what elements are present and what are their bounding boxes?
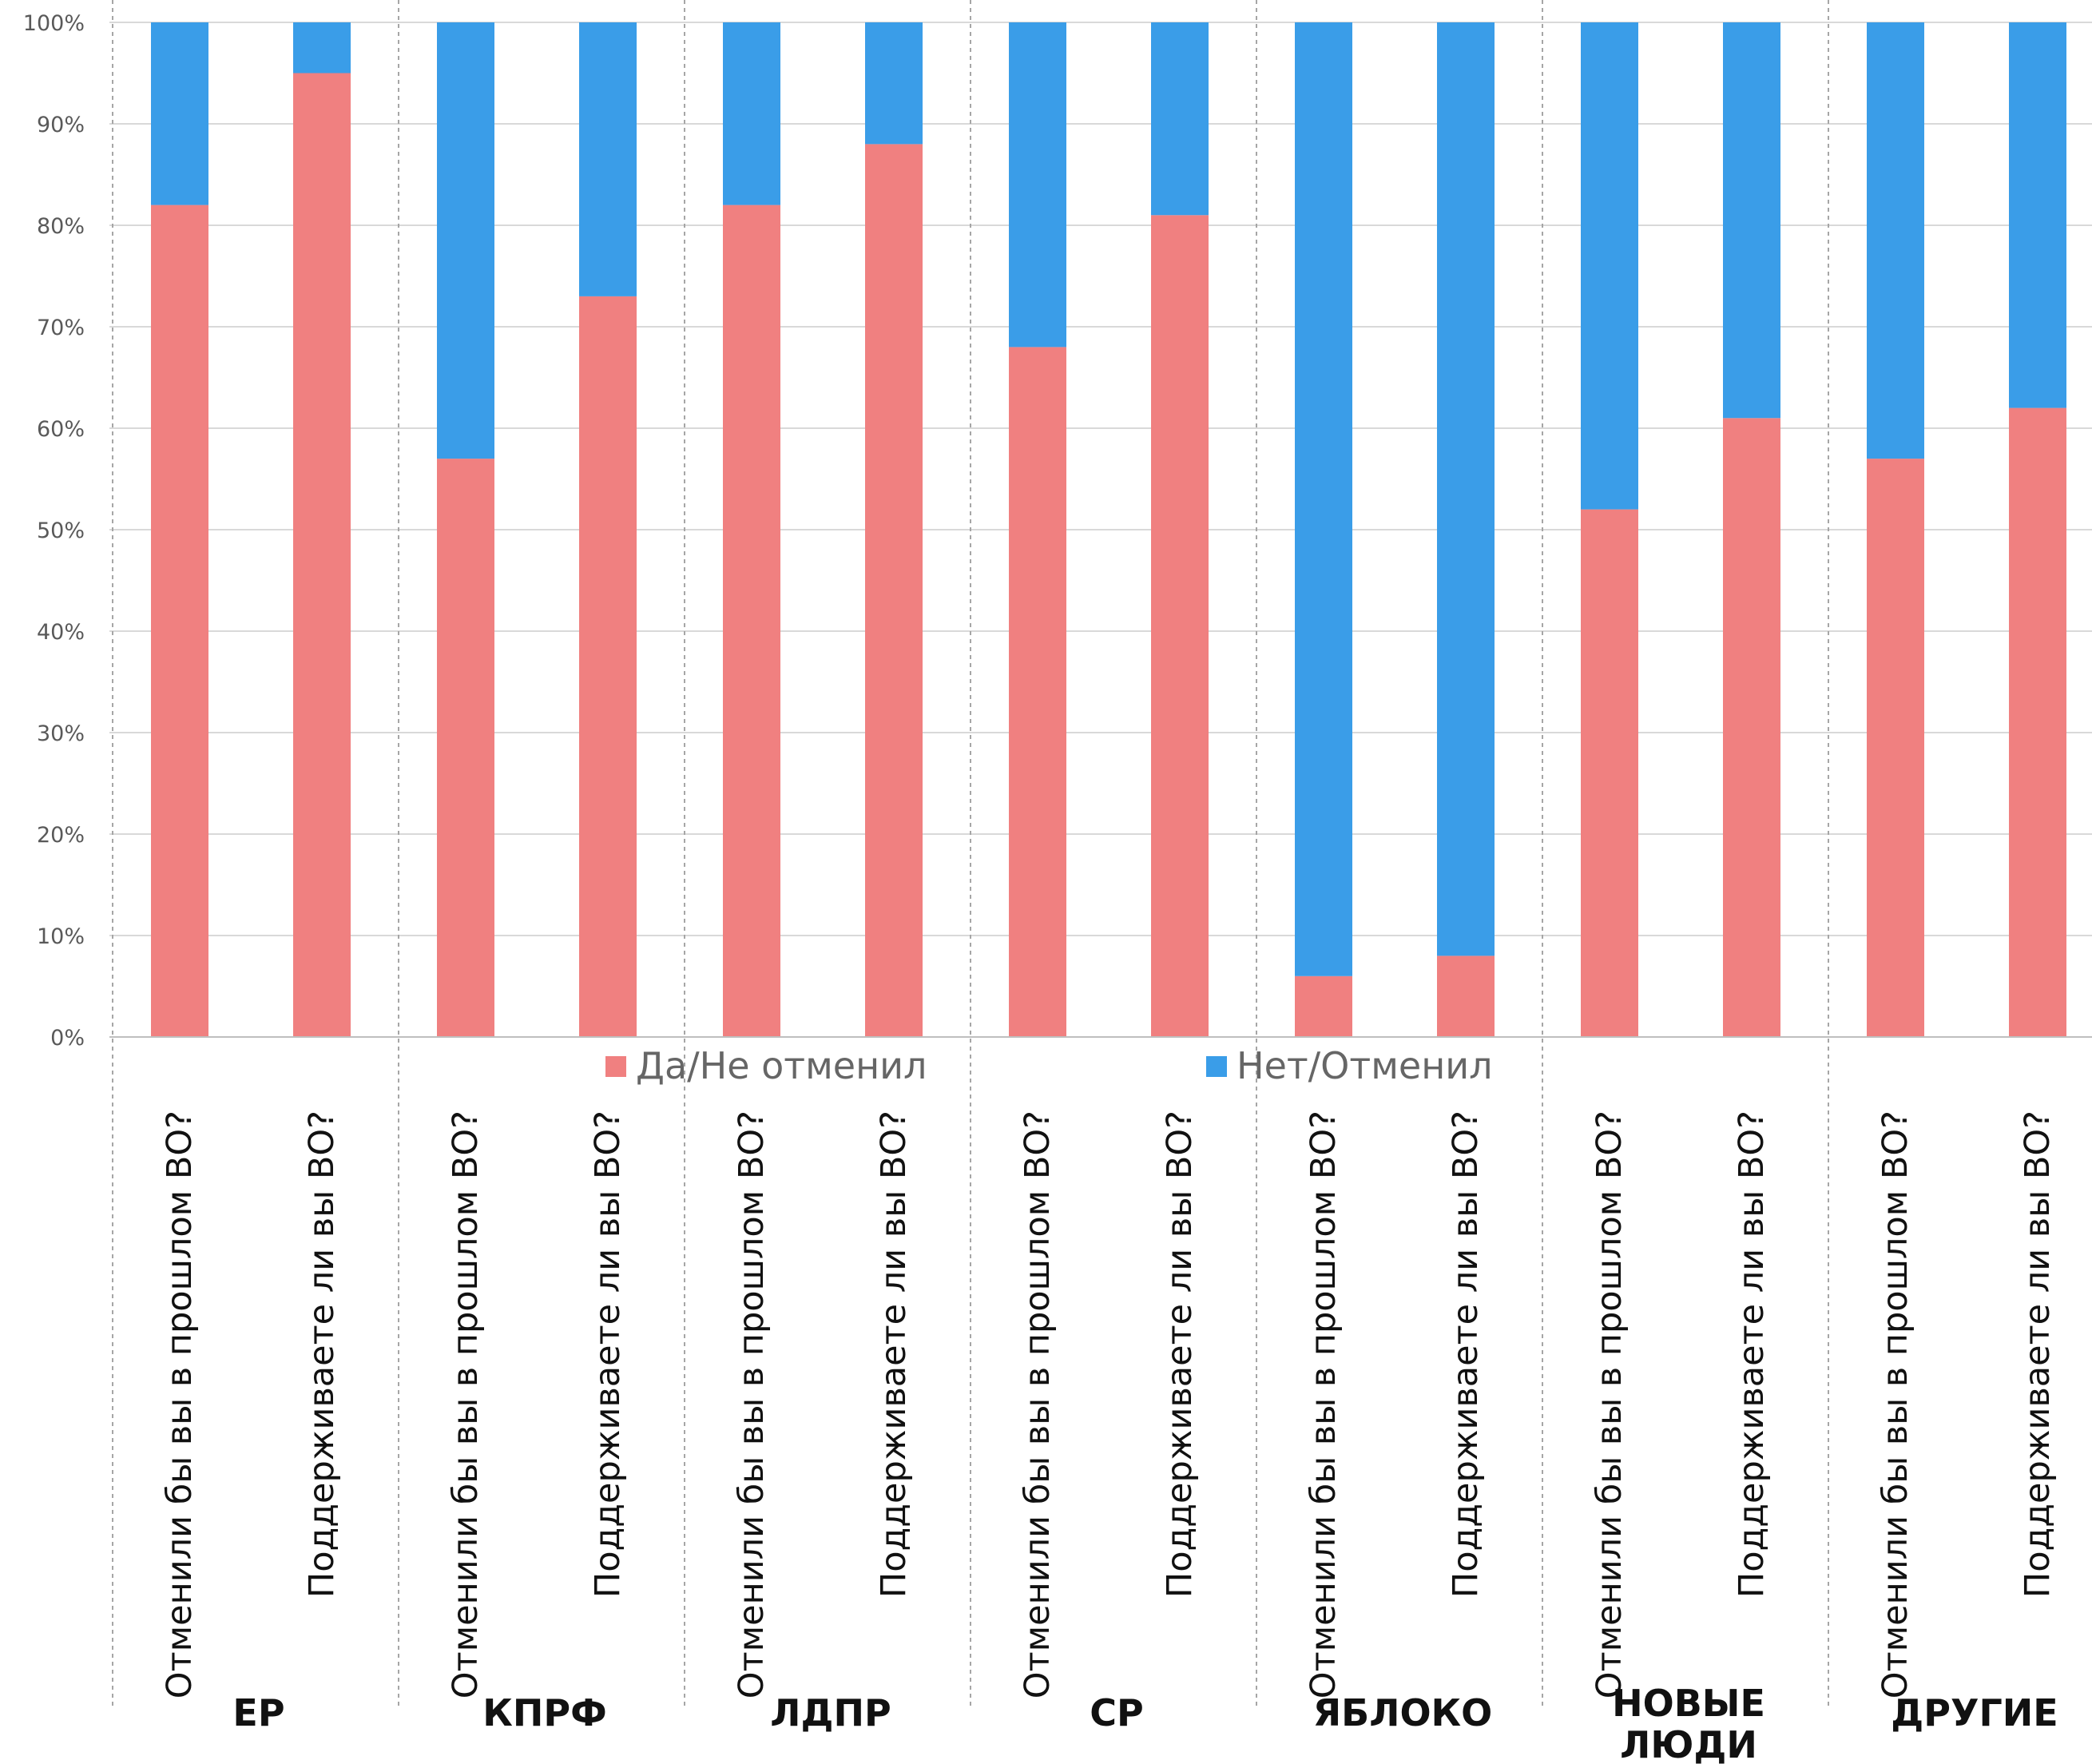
axis	[109, 0, 2092, 1710]
y-tick-label: 30%	[37, 721, 85, 746]
group-label: ЛДПР	[770, 1691, 891, 1734]
group-label: ЛЮДИ	[1620, 1723, 1757, 1764]
legend-label: Да/Не отменил	[636, 1044, 927, 1087]
bar-segment-yes	[1867, 459, 1924, 1037]
bar-segment-yes	[1581, 509, 1638, 1037]
y-tick-label: 60%	[37, 417, 85, 442]
bar-segment-no	[437, 22, 494, 459]
bar-segment-no	[579, 22, 637, 296]
y-tick-label: 80%	[37, 214, 85, 239]
bar-segment-yes	[579, 296, 637, 1037]
bar-segment-yes	[1009, 347, 1066, 1037]
category-label: Поддерживаете ли вы ВО?	[1160, 1110, 1200, 1598]
category-label: Поддерживаете ли вы ВО?	[588, 1110, 628, 1598]
y-tick-label: 100%	[23, 11, 85, 36]
bar-segment-no	[151, 22, 208, 205]
gridlines	[109, 22, 2092, 936]
y-tick-label: 0%	[50, 1026, 85, 1051]
bar-segment-yes	[437, 459, 494, 1037]
group-label: ЯБЛОКО	[1313, 1691, 1493, 1734]
category-label: Отменили бы вы в прошлом ВО?	[1304, 1110, 1344, 1698]
y-tick-label: 50%	[37, 518, 85, 543]
bar-segment-yes	[293, 73, 351, 1037]
bar-segment-yes	[1723, 418, 1780, 1037]
category-label: Отменили бы вы в прошлом ВО?	[1590, 1110, 1630, 1698]
category-label: Отменили бы вы в прошлом ВО?	[160, 1110, 200, 1698]
category-label: Отменили бы вы в прошлом ВО?	[732, 1110, 772, 1698]
category-label: Отменили бы вы в прошлом ВО?	[1876, 1110, 1915, 1698]
bar-segment-no	[1009, 22, 1066, 348]
category-label: Поддерживаете ли вы ВО?	[2018, 1110, 2058, 1598]
category-label: Поддерживаете ли вы ВО?	[1446, 1110, 1486, 1598]
legend-swatch	[605, 1056, 626, 1077]
bar-segment-no	[1151, 22, 1209, 216]
bar-segment-no	[865, 22, 923, 145]
category-label: Поддерживаете ли вы ВО?	[1732, 1110, 1772, 1598]
y-tick-label: 90%	[37, 113, 85, 137]
bar-segment-no	[293, 22, 351, 74]
group-label: СР	[1090, 1691, 1143, 1734]
bar-segment-no	[1723, 22, 1780, 419]
y-tick-label: 20%	[37, 823, 85, 848]
group-label: КПРФ	[482, 1691, 606, 1734]
legend: Да/Не отменил Нет/Отменил	[605, 1044, 1493, 1087]
y-tick-label: 70%	[37, 316, 85, 340]
bar-segment-yes	[151, 205, 208, 1038]
category-label: Поддерживаете ли вы ВО?	[874, 1110, 914, 1598]
bar-segment-no	[1581, 22, 1638, 510]
category-label: Отменили бы вы в прошлом ВО?	[1018, 1110, 1058, 1698]
bars	[151, 22, 2066, 1038]
bar-segment-no	[2009, 22, 2066, 408]
legend-label: Нет/Отменил	[1237, 1044, 1493, 1087]
bar-segment-no	[1867, 22, 1924, 459]
bar-segment-no	[1437, 22, 1495, 956]
bar-segment-no	[723, 22, 780, 205]
bar-segment-yes	[2009, 407, 2066, 1038]
bar-segment-yes	[1437, 956, 1495, 1037]
bar-segment-no	[1295, 22, 1352, 976]
group-label: НОВЫЕ	[1612, 1682, 1765, 1725]
category-label: Отменили бы вы в прошлом ВО?	[446, 1110, 486, 1698]
group-label: ЕР	[232, 1691, 284, 1734]
bar-segment-yes	[1151, 215, 1209, 1037]
bar-segment-yes	[723, 205, 780, 1038]
y-tick-label: 40%	[37, 620, 85, 645]
labels: 0% 10% 20% 30% 40% 50% 60% 70% 80% 90% 100% Отменил…	[23, 11, 2058, 1764]
category-label: Поддерживаете ли вы ВО?	[302, 1110, 342, 1598]
bar-segment-yes	[865, 144, 923, 1037]
legend-swatch	[1206, 1056, 1227, 1077]
bar-segment-yes	[1295, 975, 1352, 1037]
y-tick-label: 10%	[37, 924, 85, 949]
group-label: ДРУГИЕ	[1891, 1691, 2058, 1734]
